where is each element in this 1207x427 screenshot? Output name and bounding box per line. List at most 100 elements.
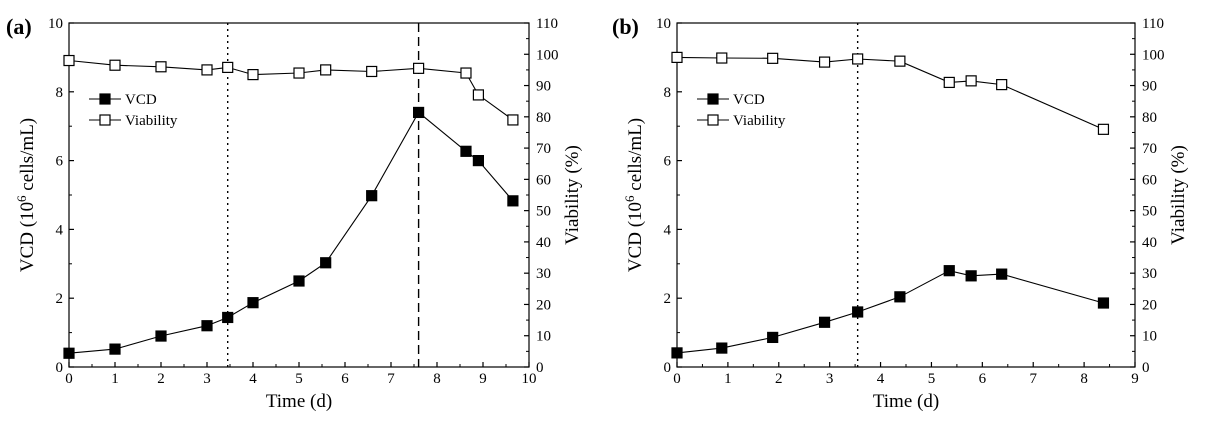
data-point-viability [852,53,864,65]
y-left-tick-label: 6 [664,154,672,170]
data-point-viability [943,76,955,89]
y-right-tick-label: 20 [536,297,551,313]
y-left-axis-title-sup: 6 [622,195,637,202]
y-right-tick-label: 10 [1142,329,1157,345]
x-tick-label: 1 [724,371,732,387]
data-point-viability [320,64,332,76]
legend-label-vcd: VCD [733,92,765,108]
x-tick-label: 2 [775,371,783,387]
y-right-tick-label: 60 [536,172,551,188]
y-right-tick-label: 40 [536,235,551,251]
x-tick-label: 0 [65,371,73,387]
y-left-axis-title: VCD (106 cells/mL) [14,118,38,272]
data-point-viability [63,54,75,67]
data-point-vcd [320,257,332,269]
y-right-tick-label: 0 [536,360,544,376]
panel-a: (a)0 1 2 3 4 5 6 7 8 9 100246810010203040506070809… [6,14,583,412]
data-point-vcd [671,347,683,359]
data-point-vcd [413,106,425,119]
y-left-tick-label: 2 [56,291,64,307]
series-line-vcd [676,270,1104,354]
series-line-viability [676,56,1104,130]
x-tick-label: 5 [295,371,303,387]
data-point-vcd [201,320,213,332]
y-right-tick-label: 110 [1142,16,1164,32]
data-point-viability [293,67,305,79]
data-point-vcd [247,297,259,309]
x-tick-label: 9 [1131,371,1139,387]
y-right-tick-label: 70 [1142,141,1157,157]
y-right-tick-label: 100 [1142,47,1165,63]
x-tick-label: 0 [673,371,681,387]
data-point-vcd [109,343,121,355]
x-tick-label: 2 [157,371,165,387]
y-left-tick-label: 8 [56,85,64,101]
y-right-tick-label: 80 [536,110,551,126]
x-tick-label: 3 [826,371,834,387]
x-tick-label: 6 [979,371,987,387]
data-point-viability [767,52,779,64]
data-point-viability [965,75,977,87]
data-point-viability [247,68,259,81]
x-tick-label: 10 [522,371,537,387]
data-point-vcd [366,190,378,202]
data-point-vcd [767,331,779,344]
data-point-vcd [155,330,167,342]
plot-frame [676,22,1136,368]
data-point-viability [460,67,472,79]
series-line-vcd [68,111,514,354]
legend-marker-vcd [707,93,719,105]
x-tick-label: 8 [1080,371,1088,387]
data-point-vcd [222,311,234,324]
series-line-viability [68,59,514,121]
data-point-viability [472,89,484,101]
y-right-tick-label: 20 [1142,297,1157,313]
data-point-viability [366,65,378,78]
y-right-tick-label: 40 [1142,235,1157,251]
y-right-tick-label: 30 [1142,266,1157,282]
panel-label: (b) [612,14,639,39]
data-point-viability [201,64,213,76]
panel-label: (a) [6,14,32,39]
y-right-tick-label: 110 [536,16,558,32]
y-left-axis-title-sup: 6 [14,195,29,202]
data-point-vcd [996,268,1008,280]
legend-label-viability: Viability [733,113,786,129]
y-right-axis-title: Viability (%) [562,145,583,245]
y-right-tick-label: 100 [536,47,559,63]
data-point-vcd [894,291,906,303]
data-point-viability [818,56,831,68]
y-left-axis-title-base: VCD (10 [625,202,646,272]
data-point-viability [109,59,121,71]
data-point-viability [1097,123,1110,135]
y-left-axis-title-tail: cells/mL) [17,118,38,196]
y-left-tick-label: 6 [56,154,64,170]
y-left-tick-label: 2 [664,291,672,307]
y-right-tick-label: 30 [536,266,551,282]
x-tick-label: 3 [203,371,211,387]
legend-label-viability: Viability [125,113,178,129]
data-point-vcd [63,347,75,359]
data-point-vcd [943,265,955,277]
y-right-tick-label: 0 [1142,360,1150,376]
x-tick-label: 8 [433,371,441,387]
data-point-viability [222,61,234,74]
x-tick-label: 4 [877,371,885,387]
data-point-viability [716,52,728,64]
y-right-tick-label: 60 [1142,172,1157,188]
y-left-tick-label: 10 [656,16,671,32]
y-right-axis-title: Viability (%) [1168,145,1189,245]
y-right-tick-label: 70 [536,141,551,157]
data-point-vcd [716,342,728,354]
y-right-tick-label: 50 [1142,204,1157,220]
panel-b: (b)0 1 2 3 4 5 6 7 8 9024681001020304050607080901… [612,14,1189,412]
y-left-tick-label: 8 [664,85,672,101]
data-point-vcd [460,145,472,157]
data-point-vcd [852,306,864,318]
legend-label-vcd: VCD [125,92,157,108]
y-left-tick-label: 4 [56,222,64,238]
x-tick-label: 4 [249,371,257,387]
data-point-vcd [472,155,484,167]
